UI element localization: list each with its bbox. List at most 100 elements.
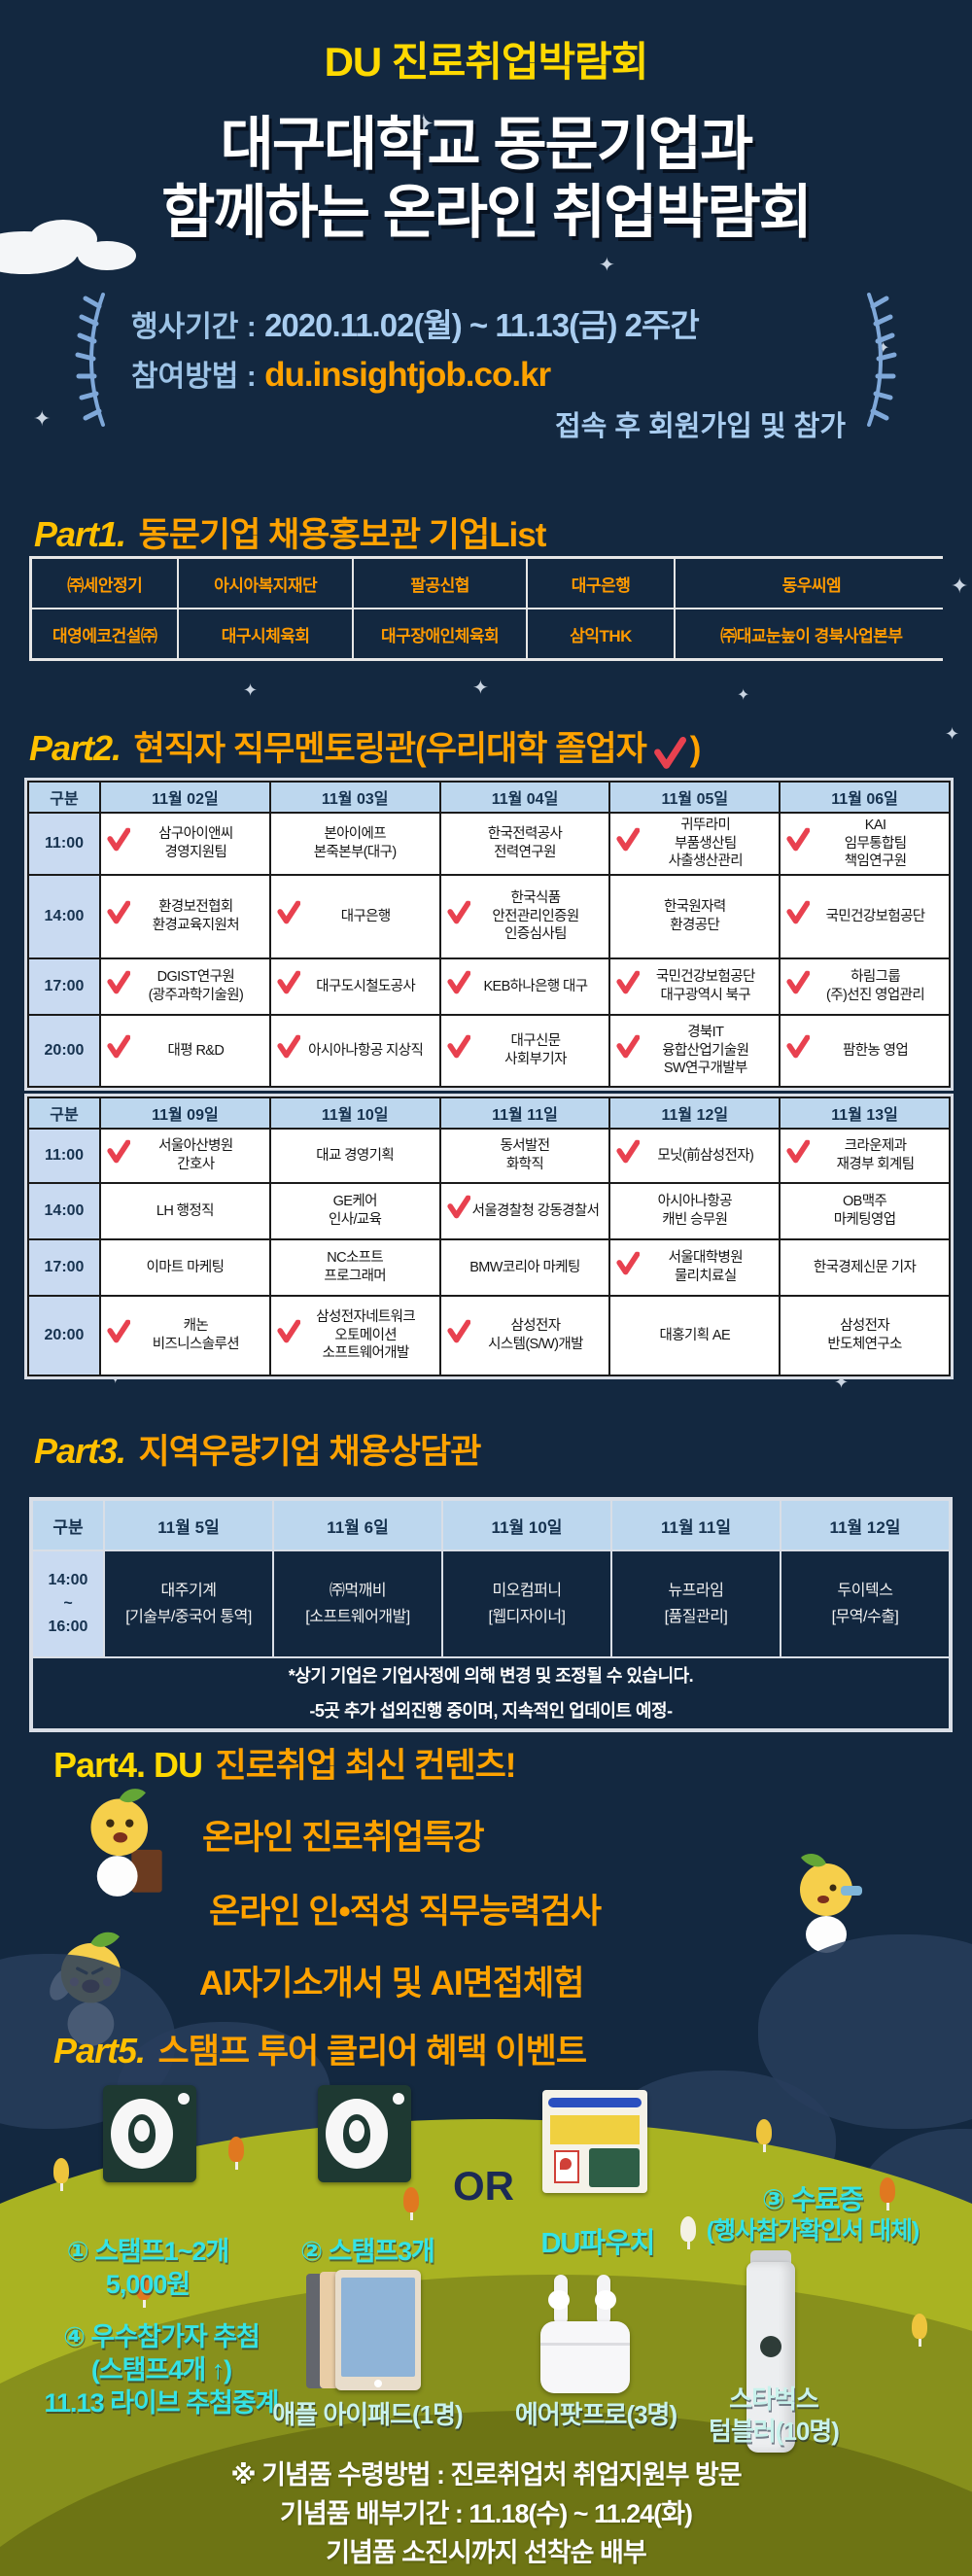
column-header: 11월 03일 [270, 783, 439, 812]
check-icon [616, 1251, 641, 1280]
mascot-lecturer-icon [90, 1789, 162, 1897]
prize1-line1: ① 스탬프1~2개 [66, 2237, 230, 2266]
mentor-cell: 경북IT 융합산업기술원 SW연구개발부 [610, 1016, 780, 1086]
starbucks-card-image [318, 2085, 411, 2182]
mentor-cell: 동서발전 화학직 [440, 1130, 609, 1182]
time-cell: 20:00 [29, 1016, 99, 1086]
sparkle-icon: ✦ [33, 406, 52, 431]
prize8-line2: 텀블러(10명) [709, 2416, 840, 2446]
mentor-cell: 대구신문 사회부기자 [440, 1016, 609, 1086]
mentor-cell: GE케어 인사/교육 [270, 1184, 439, 1238]
check-icon [277, 900, 301, 929]
check-icon [786, 970, 811, 999]
mentor-cell: KEB하나은행 대구 [440, 959, 609, 1014]
part1-header: Part1. 동문기업 채용홍보관 기업List [34, 507, 546, 557]
prize4-line1: ③ 수료증 [762, 2184, 864, 2214]
mentor-cell: 한국식품 안전관리인증원 인증심사팀 [440, 876, 609, 957]
mentor-cell: 대평 R&D [101, 1016, 269, 1086]
time-cell: 11:00 [29, 814, 99, 874]
check-icon [786, 1139, 811, 1168]
tree-icon [880, 2177, 895, 2210]
time-cell: 17:00 [29, 1240, 99, 1295]
column-header: 11월 13일 [781, 1098, 949, 1128]
gift-note-1: ※ 기념품 수령방법 : 진로취업처 취업지원부 방문 [230, 2460, 742, 2489]
time-cell: 14:00 [29, 876, 99, 957]
prize7-label: 에어팟프로(3명) [514, 2400, 677, 2429]
mentor-cell: 이마트 마케팅 [101, 1240, 269, 1295]
check-icon [107, 900, 131, 929]
column-header: 11월 11일 [612, 1501, 780, 1549]
main-title-line1: 대구대학교 동문기업과 [220, 112, 754, 177]
method-note: 접속 후 회원가입 및 참가 [554, 411, 846, 442]
consult-cell: 대주기계 [기술부/중국어 통역] [105, 1551, 272, 1656]
sparkle-icon: ✦ [737, 687, 750, 704]
mentor-cell: 대교 경영기획 [270, 1130, 439, 1182]
prize5-line3: 11.13 라이브 추첨중계 [44, 2387, 280, 2418]
time-cell: 20:00 [29, 1297, 99, 1375]
mentor-cell: 하림그룹 (주)선진 영업관리 [781, 959, 949, 1014]
part4-label: Part4. DU [53, 1745, 203, 1785]
company-cell: 팔공신협 [353, 559, 527, 608]
mentoring-table-week1: 구분 11월 02일 11월 03일 11월 04일 11월 05일 11월 06일 11:… [27, 781, 951, 1088]
mentor-cell: 삼성전자 시스템(S/W)개발 [440, 1297, 609, 1375]
column-header: 구분 [29, 1098, 99, 1128]
check-icon [616, 827, 641, 856]
prize1-label: ① 스탬프1~2개 5,000원 [35, 2236, 260, 2302]
mentor-cell: 캐논 비즈니스솔루션 [101, 1297, 269, 1375]
tree-icon [912, 2314, 927, 2347]
mentor-cell: 삼성전자네트워크 오토메이션 소프트웨어개발 [270, 1297, 439, 1375]
part5-header: Part5. 스탬프 투어 클리어 혜택 이벤트 [53, 2024, 587, 2073]
mentor-cell: 한국경제신문 기자 [781, 1240, 949, 1295]
part1-company-table: ㈜세안정기 아시아복지재단 팔공신협 대구은행 동우씨엠 대영에코건설㈜ 대구시체육회 대구장… [29, 556, 948, 661]
starbucks-card-image [103, 2085, 196, 2182]
mentor-cell: 국민건강보험공단 [781, 876, 949, 957]
method-label: 참여방법 : [131, 361, 257, 393]
company-cell: 아시아복지재단 [179, 559, 352, 608]
check-icon [277, 1319, 301, 1348]
prize4-label: ③ 수료증 (행사참가확인서 대체) [669, 2182, 956, 2246]
prize2-line1: ② 스탬프3개 [300, 2237, 435, 2266]
part2-title-suffix: ) [689, 730, 702, 768]
company-cell: 동우씨엠 [675, 559, 948, 608]
time-cell: 11:00 [29, 1130, 99, 1182]
sparkle-icon: ✦ [951, 574, 969, 598]
prize5-label: ④ 우수참가자 추첨 (스탬프4개 ↑) 11.13 라이브 추첨중계 [17, 2321, 305, 2419]
check-icon [107, 1319, 131, 1348]
consult-cell: 미오컴퍼니 [웹디자이너] [443, 1551, 610, 1656]
column-header: 구분 [29, 783, 99, 812]
tumbler-image [746, 2250, 795, 2459]
mentor-cell: 대구도시철도공사 [270, 959, 439, 1014]
part1-label: Part1. [34, 514, 126, 554]
company-cell: 대영에코건설㈜ [32, 609, 178, 658]
mentor-cell: 국민건강보험공단 대구광역시 북구 [610, 959, 780, 1014]
mascot-telescope-icon [800, 1854, 862, 1953]
mentor-cell: 본아이에프 본죽본부(대구) [270, 814, 439, 874]
check-icon [446, 970, 470, 999]
part4-header: Part4. DU 진로취업 최신 컨텐츠! [53, 1738, 516, 1788]
column-header: 11월 06일 [781, 783, 949, 812]
time-cell: 14:00 ~16:00 [33, 1551, 103, 1656]
airpods-image [540, 2275, 630, 2396]
mentor-cell: 팜한농 영업 [781, 1016, 949, 1086]
company-cell: 대구시체육회 [179, 609, 352, 658]
period-label: 행사기간 : [131, 311, 257, 343]
part2-label: Part2. [29, 728, 122, 768]
mentor-cell: LH 행정직 [101, 1184, 269, 1238]
mentor-cell: 귀뚜라미 부품생산팀 사출생산관리 [610, 814, 780, 874]
part3-header: Part3. 지역우량기업 채용상담관 [34, 1424, 481, 1474]
sparkle-icon: ✦ [472, 678, 489, 699]
prize5-line1: ④ 우수참가자 추첨 [63, 2322, 260, 2351]
company-cell: 대구장애인체육회 [353, 609, 527, 658]
column-header: 구분 [33, 1501, 103, 1549]
sparkle-icon: ✦ [599, 255, 615, 276]
check-icon [786, 1034, 811, 1063]
prize6-label: 애플 아이패드(1명) [272, 2400, 463, 2429]
mentor-cell: 한국원자력 환경공단 [610, 876, 780, 957]
du-pouch-image [542, 2090, 647, 2193]
tree-icon [228, 2137, 244, 2170]
check-icon [107, 970, 131, 999]
check-icon [446, 1034, 470, 1063]
mentor-cell: 대구은행 [270, 876, 439, 957]
consult-cell: ㈜먹깨비 [소프트웨어개발] [274, 1551, 441, 1656]
prize5-line2: (스탬프4개 ↑) [90, 2354, 232, 2385]
